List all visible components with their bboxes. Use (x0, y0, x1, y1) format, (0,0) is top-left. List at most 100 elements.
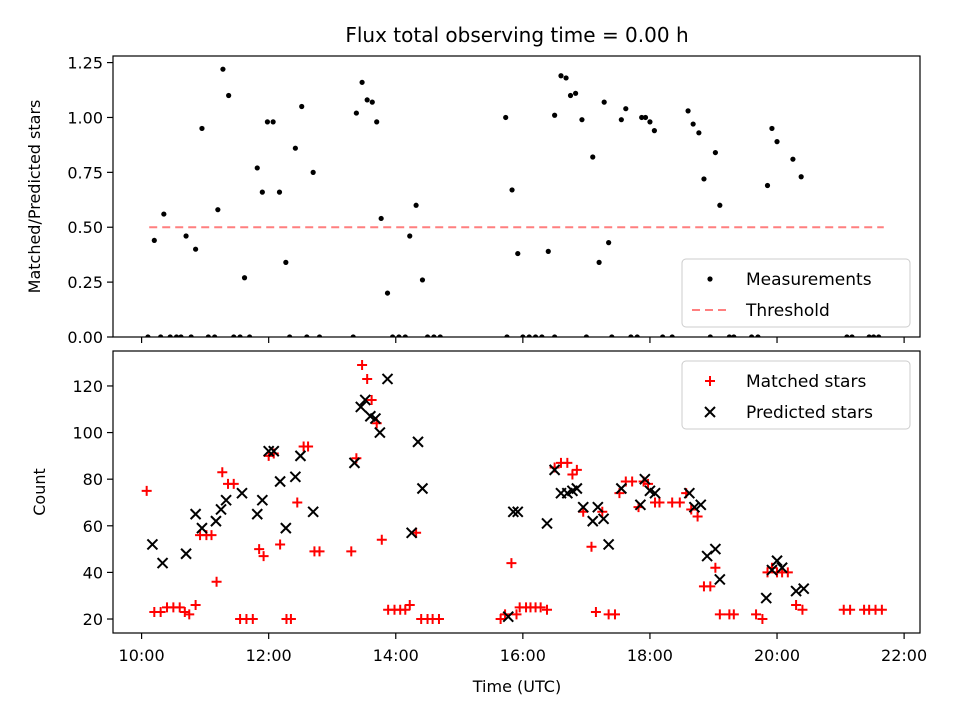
measurements-point (717, 202, 723, 208)
legend: Measurements Threshold (681, 258, 911, 328)
measurements-point (701, 176, 707, 182)
x-tick-label: 20:00 (754, 646, 800, 665)
measurements-point (647, 119, 653, 125)
matched-stars-point (400, 604, 411, 615)
legend-key-predicted-stars (704, 406, 716, 418)
predicted-stars-point (709, 543, 722, 555)
measurements-point (579, 117, 585, 123)
measurements-point (310, 169, 316, 175)
matched-stars-point (190, 600, 201, 611)
measurements-point (231, 334, 237, 337)
matched-stars-point (376, 534, 387, 545)
predicted-stars-point (776, 562, 788, 574)
measurements-point (764, 182, 771, 189)
measurements-point (178, 334, 184, 337)
measurements-point (173, 334, 180, 337)
predicted-stars-point (256, 494, 269, 506)
predicted-stars-point (220, 494, 232, 506)
measurements-point (726, 334, 732, 337)
matched-stars-point (285, 614, 296, 625)
matched-stars-point (155, 607, 166, 618)
measurements-point (384, 290, 391, 296)
plot-area (145, 66, 884, 337)
predicted-stars-point (215, 503, 227, 516)
y-axis-label: Count (30, 468, 49, 516)
measurements-point (413, 202, 419, 208)
predicted-stars-point (592, 501, 604, 513)
predicted-stars-point (307, 506, 319, 518)
bottom-panel: 20 40 60 80 100 120 10:00 12:00 14:00 16:00 18:00 2… (30, 350, 927, 665)
x-tick-label: 16:00 (500, 646, 546, 665)
y-tick-label: 1.25 (67, 54, 103, 73)
measurements-point (220, 66, 226, 72)
measurements-point (431, 334, 437, 337)
legend-label-predicted-stars: Predicted stars (746, 403, 873, 423)
measurements-point (552, 334, 558, 337)
x-tick-label: 14:00 (373, 646, 419, 665)
matched-stars-point (258, 551, 269, 562)
measurements-point (151, 237, 157, 244)
measurements-point (504, 334, 510, 337)
matched-stars-point (506, 558, 517, 569)
measurements-point (563, 75, 569, 81)
matched-stars-point (511, 609, 522, 620)
measurements-point (596, 259, 602, 265)
predicted-stars-point (359, 394, 371, 406)
measurements-point (145, 334, 151, 337)
predicted-stars-point (577, 501, 589, 513)
matched-stars-point (206, 530, 217, 541)
plot-area (141, 359, 887, 625)
measurements-point (353, 110, 359, 116)
predicted-stars-point (180, 548, 192, 560)
predicted-stars-point (210, 515, 222, 527)
measurements-point (226, 92, 232, 99)
matched-stars-point (791, 600, 802, 611)
measurements-point (685, 108, 691, 114)
predicted-stars-point (146, 538, 159, 551)
legend-label-threshold: Threshold (745, 301, 830, 321)
matched-stars-point (495, 614, 506, 625)
axes-frame (112, 350, 921, 634)
matched-stars-point (314, 546, 325, 557)
predicted-stars-point (236, 487, 248, 499)
measurements-point (532, 334, 539, 337)
predicted-stars-point (348, 457, 361, 469)
matched-stars-point (141, 485, 152, 496)
y-tick-label: 120 (72, 377, 103, 396)
predicted-stars-point (156, 557, 169, 569)
measurements-point (526, 334, 532, 337)
predicted-stars-point (649, 487, 661, 499)
predicted-stars-point (507, 506, 520, 518)
predicted-stars-point (412, 436, 424, 448)
predicted-stars-point (189, 508, 202, 520)
measurements-point (798, 174, 804, 180)
measurements-point (618, 117, 624, 123)
y-tick-label: 1.00 (67, 108, 103, 127)
y-tick-label: 20 (83, 610, 103, 629)
predicted-stars-point (714, 573, 726, 586)
legend-label-matched-stars: Matched stars (746, 372, 866, 392)
measurements-point (606, 240, 612, 246)
matched-stars-point (590, 607, 601, 618)
measurements-point (259, 189, 265, 195)
measurements-point (509, 187, 515, 193)
measurements-point (292, 145, 298, 151)
measurements-point (651, 128, 657, 134)
measurements-point (552, 112, 558, 118)
measurements-point (283, 259, 289, 265)
measurements-point (389, 334, 396, 337)
matched-stars-point (797, 604, 808, 615)
measurements-point (545, 248, 551, 254)
measurements-point (193, 246, 199, 252)
measurements-point (359, 79, 365, 85)
measurements-point (402, 334, 408, 337)
measurements-point (374, 119, 380, 125)
measurements-point (731, 334, 737, 337)
predicted-stars-point (597, 513, 610, 525)
measurements-point (609, 334, 615, 337)
matched-stars-point (184, 609, 195, 620)
predicted-stars-point (695, 499, 707, 511)
y-tick-label: 0.00 (67, 328, 103, 347)
matched-stars-point (643, 478, 654, 489)
measurements-point (866, 334, 872, 337)
